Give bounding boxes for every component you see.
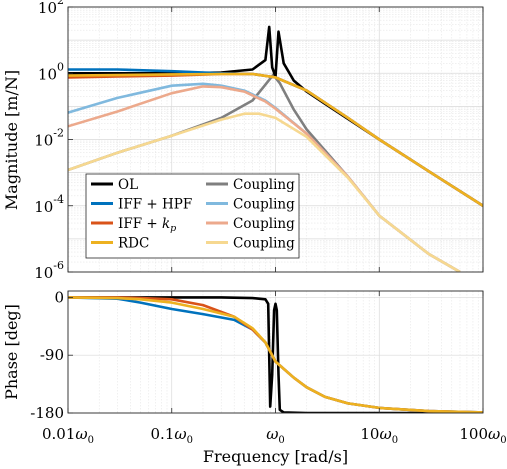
tick-prefix: 10 xyxy=(360,425,379,443)
series-line-rdc xyxy=(68,72,483,207)
legend-label: IFF + HPF xyxy=(118,197,192,213)
x-tick-label: 100ω0 xyxy=(459,425,506,446)
legend-text: Coupling xyxy=(233,236,295,252)
y-tick-label: 10-2 xyxy=(34,127,64,150)
tick-symbol: ω xyxy=(488,425,500,443)
legend-label: OL xyxy=(118,177,138,193)
legend-text: Coupling xyxy=(233,177,295,193)
legend-label: Coupling xyxy=(233,197,295,213)
tick-base: 10 xyxy=(34,198,53,216)
legend-label: IFF + kp xyxy=(118,216,176,234)
y-tick-label: 100 xyxy=(38,60,64,83)
tick-exponent: -2 xyxy=(53,127,64,140)
tick-exponent: -4 xyxy=(53,193,64,206)
phase-ylabel: Phase [deg] xyxy=(2,304,21,400)
tick-prefix: 0.01 xyxy=(42,425,75,443)
x-tick-label: 10ω0 xyxy=(360,425,398,446)
legend-text: IFF + xyxy=(118,216,162,232)
tick-subscript: 0 xyxy=(88,435,94,446)
axis-labels: Magnitude [m/N] Phase [deg] Frequency [rad… xyxy=(2,70,348,466)
tick-base: 10 xyxy=(34,132,53,150)
legend-label: Coupling xyxy=(233,236,295,252)
legend-box xyxy=(85,173,300,259)
tick-subscript: 0 xyxy=(278,435,284,446)
x-tick-label: ω0 xyxy=(266,425,285,446)
tick-symbol: ω xyxy=(379,425,391,443)
y-tick-label: 10-6 xyxy=(34,259,64,282)
series-line-rdc xyxy=(68,296,483,413)
legend: OL IFF + HPF IFF + kp RDC Coupling Coupling Co… xyxy=(85,173,300,259)
y-tick-label: 102 xyxy=(38,0,64,17)
tick-exponent: 2 xyxy=(57,0,64,7)
frequency-xlabel: Frequency [rad/s] xyxy=(203,447,348,466)
y-tick-label: -180 xyxy=(30,404,64,422)
legend-text: Coupling xyxy=(233,197,295,213)
series-line-coupling xyxy=(68,112,461,272)
legend-label: Coupling xyxy=(233,177,295,193)
y-tick-label: 0 xyxy=(54,288,64,306)
tick-base: 10 xyxy=(38,65,57,83)
tick-base: 10 xyxy=(38,0,57,17)
tick-prefix: 0.1 xyxy=(151,425,175,443)
tick-symbol: ω xyxy=(174,425,186,443)
legend-text: IFF + HPF xyxy=(118,197,192,213)
y-tick-label: 10-4 xyxy=(34,193,64,216)
magnitude-ylabel: Magnitude [m/N] xyxy=(2,70,21,210)
y-tick-label: -90 xyxy=(40,346,64,364)
legend-subscript: p xyxy=(170,223,176,234)
tick-symbol: ω xyxy=(266,425,278,443)
legend-label: Coupling xyxy=(233,216,295,232)
legend-text: RDC xyxy=(118,236,149,252)
series-group xyxy=(68,25,483,272)
legend-text: OL xyxy=(118,177,138,193)
tick-symbol: ω xyxy=(75,425,87,443)
tick-base: 10 xyxy=(34,264,53,282)
tick-subscript: 0 xyxy=(392,435,398,446)
x-tick-label: 0.01ω0 xyxy=(42,425,94,446)
tick-subscript: 0 xyxy=(500,435,506,446)
legend-text: Coupling xyxy=(233,216,295,232)
legend-math: k xyxy=(162,216,170,232)
tick-exponent: 0 xyxy=(57,60,64,73)
tick-exponent: -6 xyxy=(53,259,64,272)
tick-subscript: 0 xyxy=(187,435,193,446)
tick-prefix: 100 xyxy=(459,425,488,443)
legend-label: RDC xyxy=(118,236,149,252)
x-tick-label: 0.1ω0 xyxy=(151,425,193,446)
